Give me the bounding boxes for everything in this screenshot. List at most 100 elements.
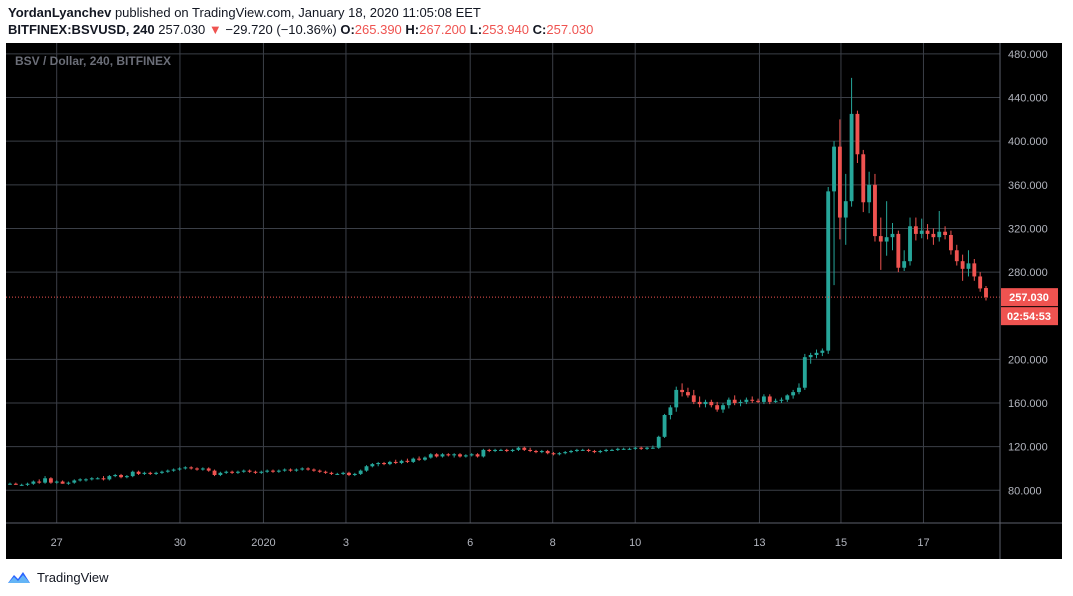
y-tick-label: 320.000 <box>1008 223 1048 235</box>
candle-body <box>697 401 702 405</box>
down-arrow-icon: ▼ <box>208 22 222 37</box>
candle-body <box>610 449 614 451</box>
candle-body <box>183 467 188 469</box>
candle-body <box>200 468 205 470</box>
candle-body <box>779 399 784 401</box>
candle-body <box>276 470 281 472</box>
candle-body <box>761 396 766 402</box>
candle-body <box>364 466 369 471</box>
candle-body <box>960 261 965 269</box>
candle-body <box>206 468 211 471</box>
candle-body <box>732 399 737 403</box>
candle-body <box>539 451 544 453</box>
candle-body <box>686 392 690 396</box>
candle-body <box>148 472 153 474</box>
candle-body <box>446 454 451 456</box>
candle-body <box>896 233 901 268</box>
author-name[interactable]: YordanLyanchev <box>8 5 112 20</box>
candle-body <box>78 479 83 481</box>
candle-body <box>37 481 42 483</box>
candle-body <box>890 233 895 238</box>
candle-body <box>113 475 118 477</box>
y-tick-label: 120.000 <box>1008 442 1048 454</box>
candle-body <box>452 454 457 456</box>
axis-layer: 480.000 440.000 400.000 360.000 320.000 280.0… <box>6 43 1062 559</box>
x-tick-label: 17 <box>917 537 929 549</box>
candle-body <box>311 469 316 471</box>
candle-body <box>639 447 644 449</box>
countdown-label: 02:54:53 <box>1007 311 1051 323</box>
candle-body <box>294 469 299 471</box>
candle-body <box>574 449 579 451</box>
x-tick-label: 2020 <box>251 537 275 549</box>
candle-body <box>849 113 854 202</box>
candle-body <box>189 467 194 469</box>
candle-body <box>949 235 953 251</box>
y-tick-label: 400.000 <box>1008 136 1048 148</box>
candle-body <box>598 451 603 453</box>
candle-body <box>19 484 24 486</box>
candle-body <box>165 470 170 472</box>
candle-body <box>72 480 77 483</box>
candle-body <box>306 468 310 470</box>
candle-body <box>382 463 386 465</box>
candle-body <box>259 471 264 473</box>
candle-body <box>627 448 632 450</box>
open-value: 265.390 <box>354 22 402 37</box>
candle-body <box>832 146 836 192</box>
chart-frame[interactable]: 480.000 440.000 400.000 360.000 320.000 280.0… <box>6 43 1062 559</box>
y-tick-label: 480.000 <box>1008 49 1048 61</box>
candle-body <box>469 454 474 456</box>
candle-body <box>498 449 503 451</box>
candle-body <box>756 400 761 402</box>
candle-body <box>89 478 94 480</box>
high-label: H: <box>405 22 420 37</box>
candle-body <box>569 451 573 453</box>
candle-body <box>656 436 661 448</box>
candle-body <box>943 231 948 235</box>
candle-body <box>493 449 498 451</box>
candle-body <box>341 472 346 474</box>
tradingview-cloud-icon[interactable] <box>6 569 32 585</box>
candle-body <box>785 395 790 400</box>
candle-body <box>323 471 328 473</box>
candle-body <box>265 470 270 472</box>
candle-body <box>750 399 755 401</box>
candle-body <box>551 453 556 455</box>
candle-body <box>84 479 88 481</box>
x-tick-label: 13 <box>753 537 765 549</box>
candle-body <box>878 236 883 242</box>
candle-body <box>230 471 235 473</box>
candle-body <box>978 276 983 289</box>
candle-body <box>592 451 597 453</box>
candle-body <box>557 453 562 455</box>
candle-body <box>843 201 848 218</box>
candle-body <box>171 469 176 471</box>
candle-body <box>662 415 667 437</box>
candle-body <box>621 448 626 450</box>
candle-body <box>13 483 18 485</box>
candle-body <box>25 483 30 485</box>
candle-layer <box>6 77 1000 486</box>
candle-body <box>43 478 47 483</box>
candle-body <box>107 476 112 480</box>
change-text: −29.720 (−10.36%) <box>225 22 337 37</box>
candle-body <box>586 449 591 451</box>
chart-title: BSV / Dollar, 240, BITFINEX <box>15 54 171 68</box>
candle-body <box>867 184 872 203</box>
candle-body <box>510 449 515 451</box>
candle-body <box>791 392 796 396</box>
candle-body <box>434 454 439 457</box>
y-tick-label: 360.000 <box>1008 180 1048 192</box>
candle-body <box>417 458 422 460</box>
candle-body <box>645 447 649 449</box>
footer-brand[interactable]: TradingView <box>37 569 109 585</box>
candle-body <box>604 449 609 451</box>
candle-body <box>884 237 889 242</box>
candlestick-chart[interactable]: 480.000 440.000 400.000 360.000 320.000 280.0… <box>6 43 1062 559</box>
candle-body <box>563 452 568 454</box>
x-tick-label: 30 <box>174 537 186 549</box>
candle-body <box>66 482 71 484</box>
symbol-info: BITFINEX:BSVUSD, 240 257.030 ▼ −29.720 (… <box>8 22 593 37</box>
y-tick-label: 440.000 <box>1008 93 1048 105</box>
